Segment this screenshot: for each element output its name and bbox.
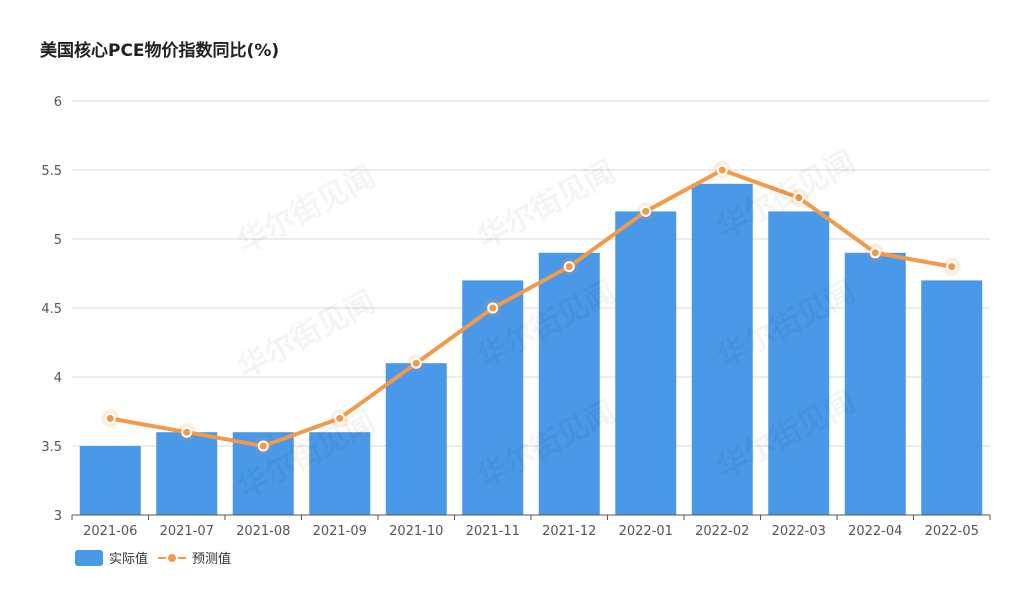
forecast-point [181, 426, 193, 438]
x-tick-label: 2021-10 [389, 524, 443, 539]
x-tick-label: 2021-12 [542, 524, 596, 539]
x-tick-label: 2021-11 [466, 524, 520, 539]
x-tick-label: 2022-04 [848, 524, 902, 539]
forecast-point [334, 412, 346, 424]
forecast-point [487, 302, 499, 314]
bar [385, 363, 447, 515]
chart-title: 美国核心PCE物价指数同比(%) [40, 41, 280, 61]
y-tick-label: 3 [54, 509, 62, 524]
bar [538, 252, 600, 516]
forecast-point [104, 412, 116, 424]
legend-item-actual[interactable]: 实际值 [75, 548, 148, 567]
forecast-point [640, 205, 652, 217]
bar [462, 280, 524, 515]
legend-item-forecast[interactable]: 预测值 [158, 548, 231, 567]
bar [309, 432, 371, 515]
bar [79, 446, 141, 515]
y-tick-label: 5.5 [41, 164, 62, 179]
y-tick-label: 4 [54, 371, 62, 386]
forecast-point [869, 247, 881, 259]
bar [768, 211, 830, 515]
x-tick-label: 2022-05 [925, 524, 979, 539]
legend-swatch-line [158, 550, 187, 566]
forecast-line [108, 168, 954, 448]
forecast-point [793, 192, 805, 204]
legend-swatch-bar [75, 549, 103, 566]
y-tick-label: 5 [54, 233, 62, 248]
x-tick-label: 2021-06 [83, 524, 137, 539]
y-tick-label: 4.5 [41, 302, 62, 317]
x-tick-label: 2021-07 [160, 524, 214, 539]
bar [844, 252, 906, 516]
chart-legend: 实际值 预测值 [75, 548, 241, 567]
legend-label-forecast: 预测值 [192, 552, 232, 567]
bar [156, 432, 218, 515]
forecast-point [716, 164, 728, 176]
x-tick-label: 2022-01 [619, 524, 673, 539]
forecast-point [257, 440, 269, 452]
legend-label-actual: 实际值 [109, 552, 149, 567]
x-tick-label: 2021-09 [313, 524, 367, 539]
x-tick-label: 2021-08 [236, 524, 290, 539]
bar [921, 280, 983, 515]
y-tick-label: 3.5 [41, 440, 62, 455]
forecast-point [410, 357, 422, 369]
bar [615, 211, 677, 515]
forecast-point [563, 261, 575, 273]
bar [691, 183, 753, 516]
x-tick-label: 2022-03 [772, 524, 826, 539]
forecast-point [946, 261, 958, 273]
x-tick-label: 2022-02 [695, 524, 749, 539]
y-tick-label: 6 [54, 95, 62, 110]
